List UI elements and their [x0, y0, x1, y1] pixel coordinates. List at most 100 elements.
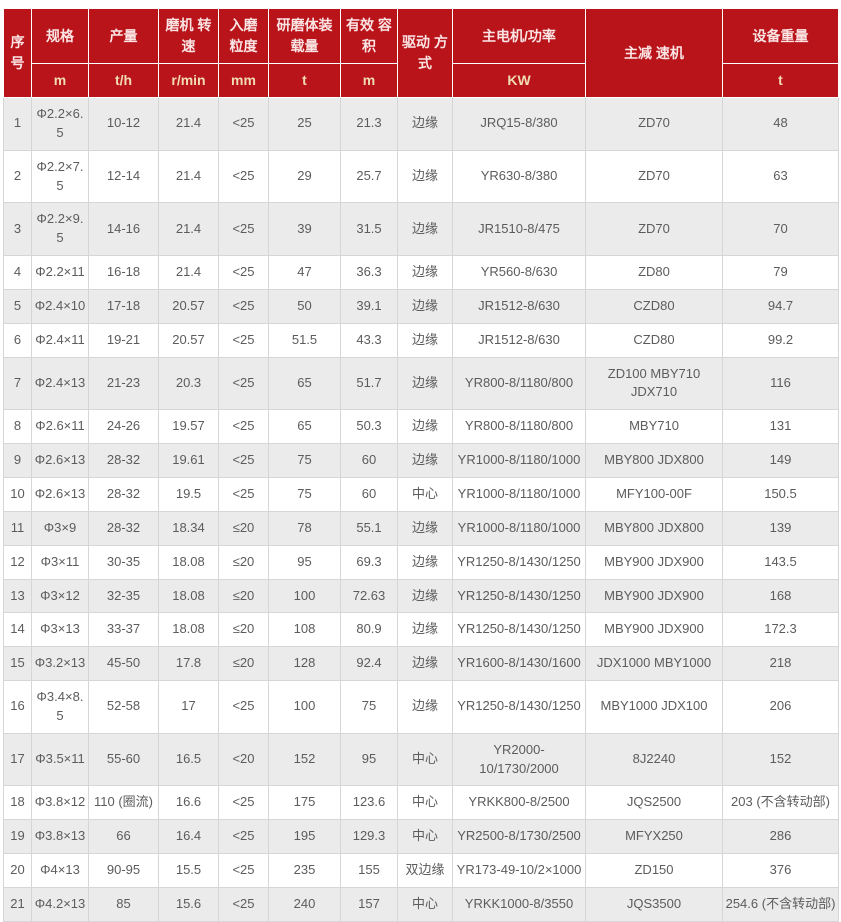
cell-reducer: MBY710 — [585, 409, 723, 445]
cell-reducer: JQS2500 — [585, 785, 723, 821]
cell-speed: 21.4 — [158, 202, 219, 257]
cell-speed: 16.4 — [158, 819, 219, 855]
header-media-load: 研磨体装载量 — [268, 8, 341, 64]
cell-no: 1 — [3, 97, 32, 151]
cell-drive-mode: 边缘 — [397, 288, 453, 324]
cell-volume: 129.3 — [340, 819, 398, 855]
table-row: 4 Φ2.2×11 16-18 21.4 <25 47 36.3 边缘 YR560-8/630 Z… — [3, 255, 839, 290]
cell-volume: 31.5 — [340, 202, 398, 257]
cell-reducer: CZD80 — [585, 322, 723, 358]
cell-motor-power: JR1512-8/630 — [452, 322, 586, 358]
cell-volume: 25.7 — [340, 149, 398, 204]
cell-output: 28-32 — [88, 510, 159, 546]
cell-spec: Φ2.2×11 — [31, 255, 89, 290]
cell-volume: 50.3 — [340, 409, 398, 445]
cell-feed-size: <25 — [218, 322, 269, 358]
cell-no: 5 — [3, 288, 32, 324]
cell-motor-power: YR1250-8/1430/1250 — [452, 544, 586, 580]
header-spec-unit: m — [31, 63, 89, 98]
cell-no: 20 — [3, 853, 32, 888]
cell-no: 4 — [3, 255, 32, 290]
cell-volume: 51.7 — [340, 356, 398, 411]
cell-motor-power: YRKK800-8/2500 — [452, 785, 586, 821]
cell-weight: 168 — [722, 578, 839, 614]
cell-motor-power: YR1000-8/1180/1000 — [452, 476, 586, 512]
cell-weight: 218 — [722, 646, 839, 682]
cell-motor-power: YR1250-8/1430/1250 — [452, 680, 586, 734]
cell-motor-power: YR560-8/630 — [452, 255, 586, 290]
cell-volume: 55.1 — [340, 510, 398, 546]
cell-weight: 172.3 — [722, 612, 839, 648]
cell-drive-mode: 边缘 — [397, 356, 453, 411]
cell-spec: Φ3×13 — [31, 612, 89, 648]
table-row: 5 Φ2.4×10 17-18 20.57 <25 50 39.1 边缘 JR1512-8/63… — [3, 288, 839, 324]
cell-feed-size: <25 — [218, 680, 269, 734]
cell-motor-power: JR1512-8/630 — [452, 288, 586, 324]
cell-no: 8 — [3, 409, 32, 445]
table-row: 14 Φ3×13 33-37 18.08 ≤20 108 80.9 边缘 YR1250-8/14… — [3, 612, 839, 648]
cell-weight: 286 — [722, 819, 839, 855]
cell-drive-mode: 边缘 — [397, 646, 453, 682]
cell-speed: 21.4 — [158, 255, 219, 290]
cell-speed: 16.5 — [158, 732, 219, 787]
cell-volume: 21.3 — [340, 97, 398, 151]
cell-reducer: MBY1000 JDX100 — [585, 680, 723, 734]
cell-volume: 60 — [340, 476, 398, 512]
cell-drive-mode: 边缘 — [397, 149, 453, 204]
cell-speed: 19.57 — [158, 409, 219, 445]
cell-weight: 48 — [722, 97, 839, 151]
cell-weight: 139 — [722, 510, 839, 546]
cell-drive-mode: 中心 — [397, 819, 453, 855]
cell-output: 19-21 — [88, 322, 159, 358]
header-row-units: m t/h r/min mm t m KW t — [4, 63, 839, 98]
table-row: 6 Φ2.4×11 19-21 20.57 <25 51.5 43.3 边缘 JR1512-8/… — [3, 322, 839, 358]
cell-drive-mode: 边缘 — [397, 544, 453, 580]
cell-spec: Φ3.8×12 — [31, 785, 89, 821]
cell-spec: Φ2.6×11 — [31, 409, 89, 445]
cell-volume: 95 — [340, 732, 398, 787]
cell-spec: Φ2.4×11 — [31, 322, 89, 358]
cell-speed: 18.08 — [158, 544, 219, 580]
cell-feed-size: <25 — [218, 853, 269, 888]
cell-reducer: JQS3500 — [585, 886, 723, 922]
cell-media-load: 108 — [268, 612, 341, 648]
cell-no: 6 — [3, 322, 32, 358]
cell-no: 2 — [3, 149, 32, 204]
cell-no: 7 — [3, 356, 32, 411]
cell-feed-size: ≤20 — [218, 612, 269, 648]
header-reducer: 主减 速机 — [585, 8, 723, 98]
header-output-unit: t/h — [88, 63, 159, 98]
cell-drive-mode: 中心 — [397, 785, 453, 821]
cell-speed: 20.57 — [158, 322, 219, 358]
cell-output: 30-35 — [88, 544, 159, 580]
cell-reducer: ZD70 — [585, 149, 723, 204]
cell-weight: 152 — [722, 732, 839, 787]
cell-speed: 17.8 — [158, 646, 219, 682]
cell-speed: 18.34 — [158, 510, 219, 546]
header-feed-size: 入磨 粒度 — [218, 8, 269, 64]
cell-feed-size: <25 — [218, 255, 269, 290]
cell-media-load: 100 — [268, 680, 341, 734]
cell-drive-mode: 边缘 — [397, 578, 453, 614]
cell-reducer: CZD80 — [585, 288, 723, 324]
cell-motor-power: YR800-8/1180/800 — [452, 356, 586, 411]
table-body: 1 Φ2.2×6.5 10-12 21.4 <25 25 21.3 边缘 JRQ15-8/380… — [3, 97, 839, 922]
cell-feed-size: <20 — [218, 732, 269, 787]
cell-motor-power: YR800-8/1180/800 — [452, 409, 586, 445]
cell-reducer: ZD70 — [585, 97, 723, 151]
table-row: 13 Φ3×12 32-35 18.08 ≤20 100 72.63 边缘 YR1250-8/1… — [3, 578, 839, 614]
cell-weight: 63 — [722, 149, 839, 204]
header-volume: 有效 容积 — [340, 8, 398, 64]
cell-no: 16 — [3, 680, 32, 734]
cell-spec: Φ3.4×8.5 — [31, 680, 89, 734]
cell-media-load: 75 — [268, 476, 341, 512]
cell-no: 14 — [3, 612, 32, 648]
table-row: 20 Φ4×13 90-95 15.5 <25 235 155 双边缘 YR173-49-10/… — [3, 853, 839, 888]
cell-weight: 116 — [722, 356, 839, 411]
table-row: 1 Φ2.2×6.5 10-12 21.4 <25 25 21.3 边缘 JRQ15-8/380… — [3, 97, 839, 151]
cell-speed: 19.5 — [158, 476, 219, 512]
cell-output: 55-60 — [88, 732, 159, 787]
cell-output: 16-18 — [88, 255, 159, 290]
header-output: 产量 — [88, 8, 159, 64]
